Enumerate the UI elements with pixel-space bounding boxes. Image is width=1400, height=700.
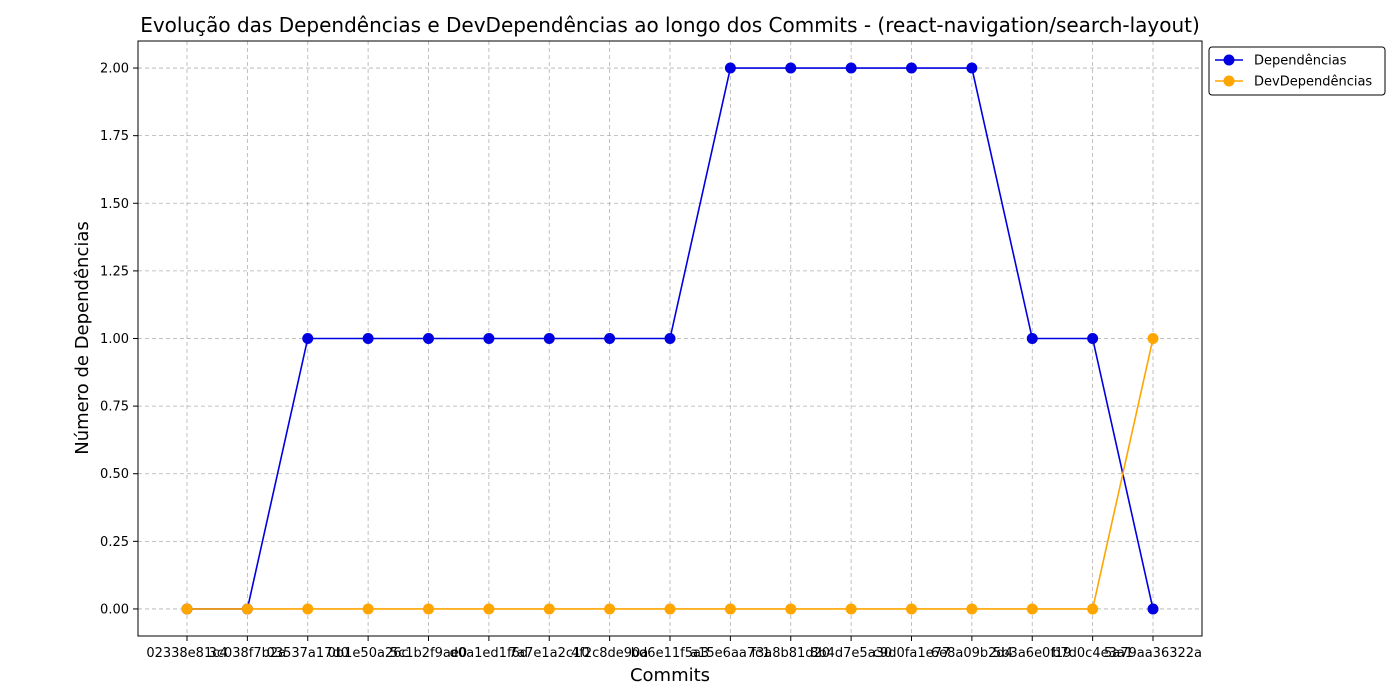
y-axis-label: Número de Dependências [72,221,93,455]
data-point [1147,603,1159,615]
data-point [483,603,495,615]
series-2 [181,333,1159,615]
legend-label: Dependências [1254,54,1347,69]
data-point [302,333,314,344]
x-tick-label: f3a8b81d20 [751,646,830,661]
y-tick-label: 0.25 [100,535,129,550]
x-axis-label: Commits [630,665,710,686]
x-tick-label: bd6e11f5a3 [631,646,709,661]
data-point [906,62,917,74]
legend-label: DevDependências [1254,75,1372,90]
y-tick-label: 1.50 [100,197,129,212]
chart-title: Evolução das Dependências e DevDependênc… [140,13,1200,37]
series-layer [181,62,1159,615]
data-point [423,603,434,615]
legend-marker [1223,54,1235,66]
x-tick-label: b7d0c4e3a1 [1052,646,1133,661]
y-tick-label: 0.50 [100,467,129,482]
data-point [785,62,797,74]
x-tick-label: c9d0fa1e77 [873,646,950,661]
data-point [724,603,736,615]
x-tick-label: 4f2c8de90a [571,646,648,661]
legend-frame [1208,46,1386,96]
data-point [543,603,555,615]
x-tick-label: 5a79aa36322a [1104,646,1202,661]
data-point [483,333,495,344]
data-point [845,62,857,74]
data-point [604,333,616,344]
data-point [966,603,978,615]
data-point [604,603,616,615]
x-tick-label: 3c038f7b2a [209,646,287,661]
axis-ticks: 02338e81c43c038f7b2a03537a17d00b1e50a26c… [100,62,1202,661]
data-point [1087,333,1099,344]
x-tick-label: 7a7e1a2c10 [509,646,590,661]
y-tick-label: 0.75 [100,400,129,415]
x-tick-label: d0a1ed1f6d [450,646,528,661]
legend-marker [1223,75,1235,87]
data-point [423,333,434,344]
data-point [1026,603,1038,615]
y-tick-label: 1.75 [100,129,129,144]
x-tick-label: 02338e81c4 [146,646,227,661]
x-tick-label: 6e8a09b2d4 [931,646,1013,661]
data-point [181,603,193,615]
data-point [1087,603,1099,615]
y-tick-label: 1.25 [100,264,129,279]
data-point [362,333,374,344]
data-point [241,603,253,615]
data-point [785,603,797,615]
x-tick-label: 03537a17d0 [267,646,349,661]
data-point [906,603,917,615]
data-point [1026,333,1038,344]
x-tick-label: 8b4d7e5a30 [810,646,892,661]
data-point [724,62,736,74]
x-tick-label: 5c1b2f9ae0 [390,646,467,661]
data-point [362,603,374,615]
data-point [845,603,857,615]
data-point [664,603,676,615]
x-tick-label: 5b3a6e0f19 [993,646,1071,661]
data-point [664,333,676,344]
legend: Dependências DevDependências [1208,46,1386,96]
x-tick-label: a15e6aa7c1 [690,646,770,661]
x-tick-label: 0b1e50a26c [328,646,409,661]
data-point [302,603,314,615]
data-point [1147,333,1159,344]
y-tick-label: 0.00 [100,602,129,617]
data-point [966,62,978,74]
y-tick-label: 1.00 [100,332,129,347]
data-point [543,333,555,344]
y-tick-label: 2.00 [100,62,129,77]
